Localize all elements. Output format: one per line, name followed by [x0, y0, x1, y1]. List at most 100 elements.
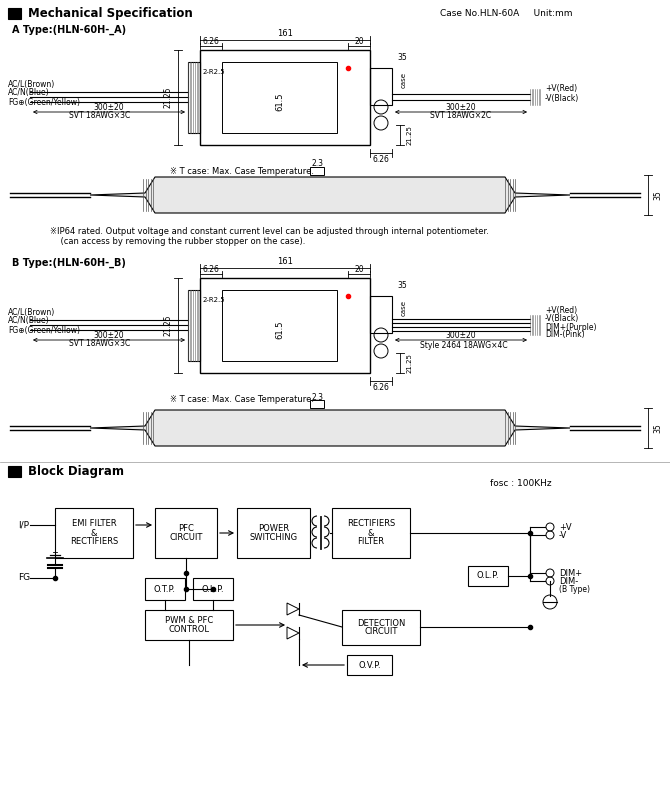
Bar	[222, 62, 337, 133]
Text: 300±20: 300±20	[94, 102, 125, 111]
Text: DIM-: DIM-	[559, 577, 578, 586]
Text: 20: 20	[354, 37, 364, 46]
Bar	[310, 400, 324, 408]
Text: -V: -V	[559, 530, 567, 539]
Text: 2-R2.5: 2-R2.5	[203, 69, 225, 75]
Text: CIRCUIT: CIRCUIT	[364, 627, 398, 637]
Bar	[237, 508, 310, 558]
Text: 21.25: 21.25	[163, 314, 172, 336]
Text: I/P: I/P	[18, 521, 29, 530]
Text: +V: +V	[559, 522, 572, 531]
Text: ※ T case: Max. Case Temperature.: ※ T case: Max. Case Temperature.	[170, 166, 314, 175]
Text: 21.25: 21.25	[407, 353, 413, 373]
Text: O.L.P.: O.L.P.	[202, 585, 224, 594]
Text: 21.25: 21.25	[163, 86, 172, 108]
Bar	[55, 508, 133, 558]
Text: SVT 18AWG×3C: SVT 18AWG×3C	[70, 110, 131, 119]
Text: 61.5: 61.5	[275, 321, 285, 339]
Text: SWITCHING: SWITCHING	[249, 533, 297, 542]
Text: 35: 35	[653, 190, 663, 200]
Text: 300±20: 300±20	[446, 330, 476, 339]
Text: 35: 35	[397, 54, 407, 62]
Text: DIM+: DIM+	[559, 569, 582, 578]
Text: SVT 18AWG×3C: SVT 18AWG×3C	[70, 338, 131, 347]
Text: Mechanical Specification: Mechanical Specification	[28, 6, 193, 19]
Bar	[370, 68, 392, 105]
Text: CIRCUIT: CIRCUIT	[170, 533, 203, 542]
Bar	[145, 610, 233, 640]
Text: DIM+(Purple): DIM+(Purple)	[545, 322, 596, 331]
Text: PWM & PFC: PWM & PFC	[165, 616, 213, 625]
Text: 6.26: 6.26	[202, 265, 220, 274]
Text: 300±20: 300±20	[446, 102, 476, 111]
Bar	[468, 566, 508, 586]
Text: -V(Black): -V(Black)	[545, 314, 580, 323]
Text: 35: 35	[397, 282, 407, 290]
Text: Style 2464 18AWG×4C: Style 2464 18AWG×4C	[420, 341, 508, 350]
Text: 6.26: 6.26	[373, 382, 389, 391]
Text: &: &	[90, 529, 97, 538]
Text: A Type:(HLN-60H-_A): A Type:(HLN-60H-_A)	[12, 25, 126, 35]
Bar	[200, 50, 370, 145]
Text: O.L.P.: O.L.P.	[476, 571, 499, 581]
Text: (can access by removing the rubber stopper on the case).: (can access by removing the rubber stopp…	[50, 238, 306, 246]
Text: B Type:(HLN-60H-_B): B Type:(HLN-60H-_B)	[12, 258, 126, 268]
Text: PFC: PFC	[178, 524, 194, 533]
Text: +V(Red): +V(Red)	[545, 306, 577, 315]
Text: -V(Black): -V(Black)	[545, 94, 580, 102]
Polygon shape	[90, 177, 570, 213]
Bar	[188, 62, 200, 133]
Text: EMI FILTER: EMI FILTER	[72, 519, 117, 529]
Text: +V(Red): +V(Red)	[545, 85, 577, 94]
Text: 2.3: 2.3	[311, 159, 323, 169]
Text: O.V.P.: O.V.P.	[358, 661, 381, 670]
Bar	[155, 508, 217, 558]
Polygon shape	[90, 410, 570, 446]
Text: DETECTION: DETECTION	[357, 618, 405, 627]
Bar	[188, 290, 200, 361]
Text: &: &	[368, 529, 375, 538]
Text: ※IP64 rated. Output voltage and constant current level can be adjusted through i: ※IP64 rated. Output voltage and constant…	[50, 226, 489, 235]
Text: 161: 161	[277, 258, 293, 266]
Bar	[332, 508, 410, 558]
Text: AC/N(Blue): AC/N(Blue)	[8, 317, 50, 326]
Bar	[145, 578, 185, 600]
Text: RECTIFIERS: RECTIFIERS	[70, 538, 118, 546]
Bar	[8, 8, 21, 19]
Text: 6.26: 6.26	[202, 37, 220, 46]
Text: DIM-(Pink): DIM-(Pink)	[545, 330, 585, 339]
Text: 2.3: 2.3	[311, 393, 323, 402]
Text: FG: FG	[18, 574, 30, 582]
Text: 35: 35	[653, 423, 663, 433]
Bar	[310, 167, 324, 175]
Text: 61.5: 61.5	[275, 93, 285, 111]
Text: case: case	[401, 300, 407, 316]
Text: SVT 18AWG×2C: SVT 18AWG×2C	[430, 110, 491, 119]
Text: FG⊕(Green/Yellow): FG⊕(Green/Yellow)	[8, 326, 80, 334]
Text: 6.26: 6.26	[373, 154, 389, 163]
Text: AC/L(Brown): AC/L(Brown)	[8, 81, 55, 90]
Text: POWER: POWER	[258, 524, 289, 533]
Text: AC/N(Blue): AC/N(Blue)	[8, 89, 50, 98]
Text: FILTER: FILTER	[358, 538, 385, 546]
Bar	[200, 278, 370, 373]
Text: CONTROL: CONTROL	[168, 625, 210, 634]
Bar	[8, 466, 21, 477]
Bar	[370, 296, 392, 333]
Text: (B Type): (B Type)	[559, 586, 590, 594]
Text: 21.25: 21.25	[407, 125, 413, 145]
Bar	[347, 655, 392, 675]
Text: O.T.P.: O.T.P.	[154, 585, 176, 594]
Text: 2-R2.5: 2-R2.5	[203, 297, 225, 303]
Bar	[193, 578, 233, 600]
Text: case: case	[401, 72, 407, 88]
Bar	[222, 290, 337, 361]
Text: fosc : 100KHz: fosc : 100KHz	[490, 479, 551, 489]
Text: AC/L(Brown): AC/L(Brown)	[8, 309, 55, 318]
Text: RECTIFIERS: RECTIFIERS	[347, 519, 395, 529]
Text: 300±20: 300±20	[94, 330, 125, 339]
Text: ※ T case: Max. Case Temperature.: ※ T case: Max. Case Temperature.	[170, 394, 314, 403]
Text: FG⊕(Green/Yellow): FG⊕(Green/Yellow)	[8, 98, 80, 106]
Text: 20: 20	[354, 265, 364, 274]
Bar	[342, 610, 420, 645]
